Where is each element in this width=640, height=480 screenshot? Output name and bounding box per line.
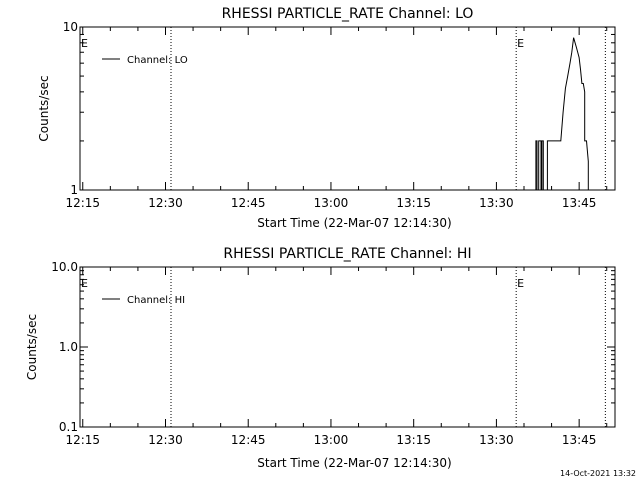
series-line (535, 37, 593, 191)
x-tick-label: 12:45 (231, 433, 266, 447)
edge-marker-label: E (81, 37, 88, 50)
x-tick-label: 12:30 (148, 196, 183, 210)
panel-lo: RHESSI PARTICLE_RATE Channel: LO 12:15 12:… (37, 6, 616, 230)
chart-title: RHESSI PARTICLE_RATE Channel: LO (222, 6, 474, 22)
y-tick-label: 10 (63, 20, 78, 34)
edge-marker-label: E (81, 277, 88, 290)
legend-label: Channel: LO (127, 55, 188, 66)
y-tick-label: 1 (70, 183, 78, 197)
y-tick-label: 1.0 (59, 340, 78, 354)
y-tick-label: 10.0 (51, 260, 78, 274)
footer-timestamp: 14-Oct-2021 13:32 (560, 469, 636, 478)
x-tick-label: 13:30 (479, 196, 514, 210)
x-tick-label: 13:45 (562, 196, 597, 210)
plot-frame (79, 266, 616, 428)
chart-title: RHESSI PARTICLE_RATE Channel: HI (223, 246, 471, 262)
x-axis-title: Start Time (22-Mar-07 12:14:30) (257, 456, 451, 470)
legend-label: Channel: HI (127, 295, 185, 306)
x-tick-label: 13:00 (314, 433, 349, 447)
y-axis-title: Counts/sec (25, 314, 39, 380)
x-tick-label: 13:15 (396, 196, 431, 210)
panel-hi: RHESSI PARTICLE_RATE Channel: HI 12:15 12:… (25, 246, 616, 470)
x-tick-label: 13:30 (479, 433, 514, 447)
x-tick-label: 12:15 (65, 433, 100, 447)
x-tick-label: 13:15 (396, 433, 431, 447)
x-tick-label: 13:45 (562, 433, 597, 447)
x-tick-label: 13:00 (314, 196, 349, 210)
time-marker-label: E (517, 277, 524, 290)
x-axis-title: Start Time (22-Mar-07 12:14:30) (257, 216, 451, 230)
x-tick-label: 12:30 (148, 433, 183, 447)
plot-frame (79, 26, 616, 191)
y-axis-title: Counts/sec (37, 75, 51, 141)
time-marker-label: E (517, 37, 524, 50)
y-tick-label: 0.1 (59, 420, 78, 434)
x-tick-label: 12:45 (231, 196, 266, 210)
x-tick-label: 12:15 (65, 196, 100, 210)
